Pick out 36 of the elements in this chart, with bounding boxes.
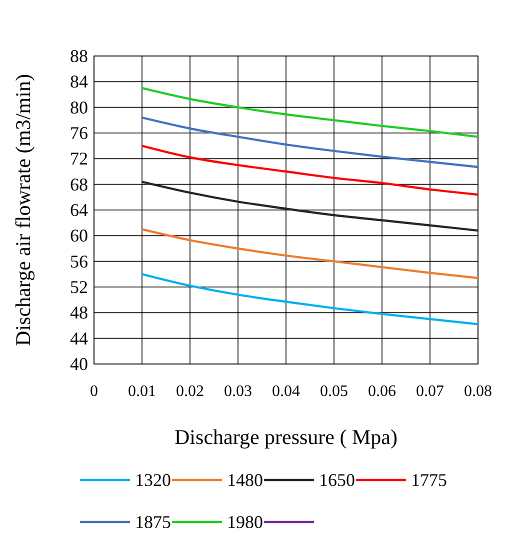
y-tick-label: 56 — [70, 251, 88, 272]
x-tick-label: 0 — [90, 383, 98, 400]
y-tick-label: 76 — [70, 123, 88, 143]
y-tick-label: 68 — [70, 174, 88, 194]
x-tick-label: 0.07 — [416, 383, 444, 400]
line-series — [140, 228, 480, 280]
x-tick-label: 0.08 — [464, 383, 492, 400]
x-tick-label: 0.06 — [368, 383, 396, 400]
line-series — [140, 180, 480, 232]
y-tick-label: 84 — [70, 72, 88, 92]
legend-label: 1875 — [135, 512, 171, 532]
x-tick-label: 0.02 — [176, 383, 204, 400]
x-tick-label: 0.04 — [272, 383, 300, 400]
line-series — [140, 273, 480, 326]
legend-label: 1480 — [227, 470, 263, 490]
y-axis-title: Discharge air flowrate (m3/min) — [11, 74, 35, 346]
y-tick-label: 72 — [70, 148, 88, 169]
y-tick-label: 40 — [70, 354, 88, 374]
legend-label: 1980 — [227, 512, 263, 532]
x-axis-title: Discharge pressure ( Mpa) — [174, 425, 398, 449]
legend-label: 1320 — [135, 470, 171, 490]
y-tick-label: 80 — [70, 97, 88, 118]
y-tick-label: 44 — [70, 328, 88, 348]
y-tick-label: 88 — [70, 46, 88, 66]
y-tick-label: 64 — [70, 200, 88, 220]
x-tick-label: 0.01 — [128, 383, 156, 400]
x-tick-label: 0.05 — [320, 383, 348, 400]
line-series — [140, 144, 480, 196]
legend-label: 1650 — [319, 470, 355, 490]
legend-label: 1775 — [411, 470, 447, 490]
line-series — [140, 116, 480, 168]
y-tick-label: 52 — [70, 277, 88, 297]
line-series — [140, 86, 480, 138]
x-tick-label: 0.03 — [224, 383, 252, 400]
y-tick-label: 60 — [70, 226, 88, 246]
y-tick-label: 48 — [70, 302, 88, 323]
